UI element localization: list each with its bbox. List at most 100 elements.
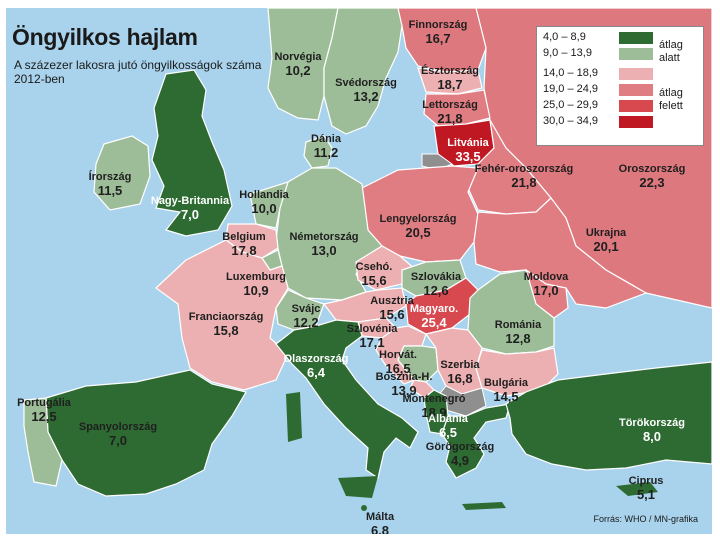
country-value: 14,5 bbox=[493, 389, 518, 404]
country-value: 7,0 bbox=[181, 207, 199, 222]
region-bulgaria bbox=[475, 347, 559, 397]
country-name: Magyaro. bbox=[410, 303, 458, 315]
region-latvia bbox=[423, 89, 491, 127]
legend-swatch bbox=[619, 84, 653, 96]
country-name: Svájc bbox=[292, 303, 321, 315]
country-label: Magyaro.25,4 bbox=[410, 303, 458, 330]
country-value: 4,9 bbox=[451, 453, 469, 468]
country-name: Lengyelország bbox=[379, 213, 456, 225]
country-name: Ciprus bbox=[629, 475, 664, 487]
country-name: Svédország bbox=[335, 77, 397, 89]
country-name: Moldova bbox=[524, 271, 569, 283]
region-cyprus bbox=[616, 482, 658, 496]
region-ukraine bbox=[473, 197, 648, 309]
region-spain bbox=[45, 369, 247, 497]
country-value: 10,9 bbox=[243, 283, 268, 298]
country-name: Szerbia bbox=[440, 359, 480, 371]
country-name: Írország bbox=[89, 170, 132, 183]
region-ireland bbox=[93, 135, 151, 211]
country-name: Spanyolország bbox=[79, 421, 157, 433]
country-value: 17,0 bbox=[533, 283, 558, 298]
country-value: 20,1 bbox=[593, 239, 618, 254]
country-value: 22,3 bbox=[639, 175, 664, 190]
map-subtitle: A százezer lakosra jutó öngyilkosságok s… bbox=[14, 58, 262, 86]
country-value: 10,0 bbox=[251, 201, 276, 216]
country-name: Montenegró bbox=[403, 393, 466, 405]
country-value: 8,0 bbox=[643, 429, 661, 444]
country-name: Luxemburg bbox=[226, 271, 286, 283]
country-value: 16,5 bbox=[385, 361, 410, 376]
country-value: 15,6 bbox=[379, 307, 404, 322]
legend-swatch bbox=[619, 116, 653, 128]
country-name: Finnország bbox=[409, 19, 468, 31]
country-name: Litvánia bbox=[447, 137, 489, 149]
country-value: 12,2 bbox=[293, 315, 318, 330]
country-name: Bosznia-H. bbox=[376, 371, 433, 383]
legend-swatch bbox=[619, 48, 653, 60]
region-netherlands bbox=[249, 181, 289, 229]
region-denmark bbox=[303, 135, 333, 169]
country-value: 20,5 bbox=[405, 225, 430, 240]
legend-range-label: 14,0 – 18,9 bbox=[543, 67, 599, 79]
region-greece bbox=[441, 403, 511, 479]
country-label: Horvát.16,5 bbox=[379, 349, 417, 376]
map-title: Öngyilkos hajlam bbox=[12, 24, 198, 50]
country-value: 15,8 bbox=[213, 323, 238, 338]
country-value: 13,0 bbox=[311, 243, 336, 258]
source-note: Forrás: WHO / MN-grafika bbox=[593, 514, 698, 524]
country-name: Portugália bbox=[17, 397, 72, 409]
country-value: 25,4 bbox=[421, 315, 447, 330]
legend-group-below: átlag alatt bbox=[659, 39, 683, 64]
country-value: 16,8 bbox=[447, 371, 472, 386]
country-value: 6,4 bbox=[307, 365, 326, 380]
region-portugal bbox=[23, 397, 63, 487]
country-value: 18,9 bbox=[421, 405, 446, 420]
country-name: Olaszország bbox=[284, 353, 349, 365]
country-name: Fehér-oroszország bbox=[475, 163, 573, 175]
country-name: Hollandia bbox=[239, 189, 289, 201]
country-name: Csehó. bbox=[356, 261, 393, 273]
country-name: Dánia bbox=[311, 133, 342, 145]
country-value: 21,8 bbox=[511, 175, 536, 190]
country-value: 6,8 bbox=[371, 523, 389, 534]
region-sweden bbox=[323, 8, 403, 135]
country-name: Románia bbox=[495, 319, 542, 331]
country-label: Csehó.15,6 bbox=[356, 261, 393, 288]
region-italy bbox=[275, 319, 419, 479]
country-name: Törökország bbox=[619, 417, 685, 429]
country-value: 11,2 bbox=[314, 145, 339, 160]
country-value: 13,2 bbox=[353, 89, 378, 104]
country-name: Belgium bbox=[222, 231, 266, 243]
region-crete bbox=[462, 502, 506, 510]
country-name: Ausztria bbox=[370, 295, 414, 307]
region-sicily bbox=[338, 476, 378, 498]
country-value: 10,2 bbox=[285, 63, 310, 78]
country-name: Norvégia bbox=[274, 51, 322, 63]
country-name: Málta bbox=[366, 511, 395, 523]
region-great-britain bbox=[151, 69, 233, 237]
region-sardinia bbox=[286, 392, 302, 442]
country-name: Nagy-Britannia bbox=[151, 195, 230, 207]
